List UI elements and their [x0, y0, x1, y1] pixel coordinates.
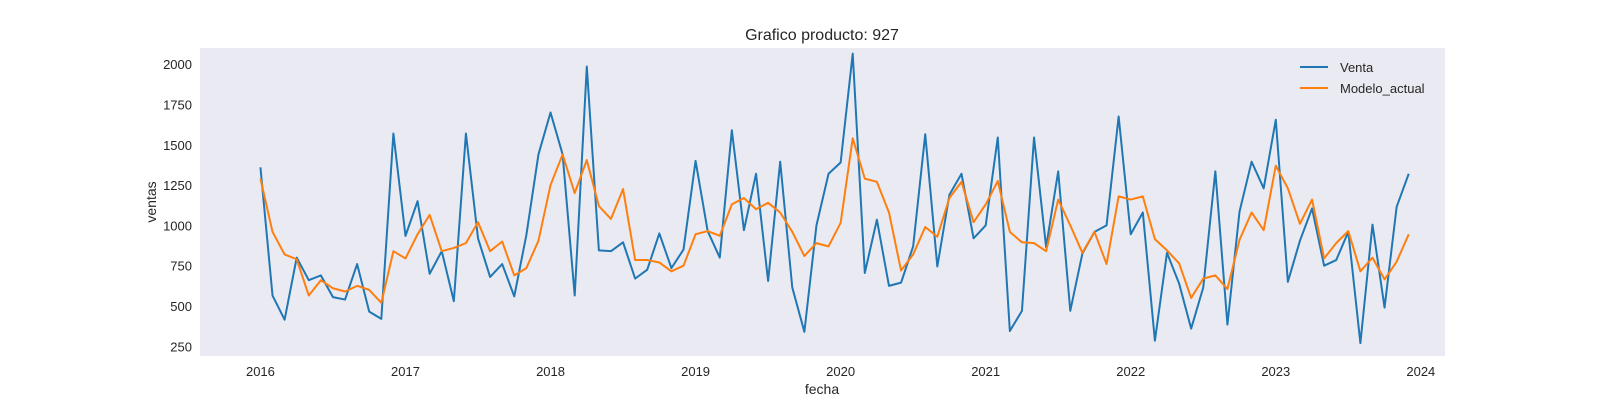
x-tick-label: 2019 — [681, 364, 710, 379]
x-tick-label: 2022 — [1116, 364, 1145, 379]
legend: Venta Modelo_actual — [1300, 60, 1425, 96]
series-layer — [259, 52, 1410, 345]
x-axis-label: fecha — [805, 381, 839, 397]
y-tick-label: 1750 — [163, 97, 192, 112]
y-tick-label: 2000 — [163, 57, 192, 72]
x-tick-label: 2016 — [246, 364, 275, 379]
series-line-venta — [259, 52, 1410, 345]
x-tick-label: 2023 — [1261, 364, 1290, 379]
y-axis-ticks: 250 500 750 1000 1250 1500 1750 2000 — [163, 57, 192, 354]
y-tick-label: 1500 — [163, 138, 192, 153]
y-tick-label: 750 — [170, 259, 192, 274]
x-tick-label: 2018 — [536, 364, 565, 379]
series-line-modelo-actual — [259, 137, 1410, 304]
x-tick-label: 2020 — [826, 364, 855, 379]
legend-label: Modelo_actual — [1340, 81, 1425, 96]
x-tick-label: 2021 — [971, 364, 1000, 379]
x-axis-ticks: 2016 2017 2018 2019 2020 2021 2022 2023 2024 — [246, 364, 1435, 379]
y-tick-label: 1250 — [163, 178, 192, 193]
x-tick-label: 2017 — [391, 364, 420, 379]
y-tick-label: 250 — [170, 339, 192, 354]
y-axis-label: ventas — [143, 181, 159, 222]
chart-title: Grafico producto: 927 — [745, 27, 899, 44]
legend-label: Venta — [1340, 60, 1374, 75]
y-tick-label: 500 — [170, 299, 192, 314]
x-tick-label: 2024 — [1406, 364, 1435, 379]
y-tick-label: 1000 — [163, 218, 192, 233]
